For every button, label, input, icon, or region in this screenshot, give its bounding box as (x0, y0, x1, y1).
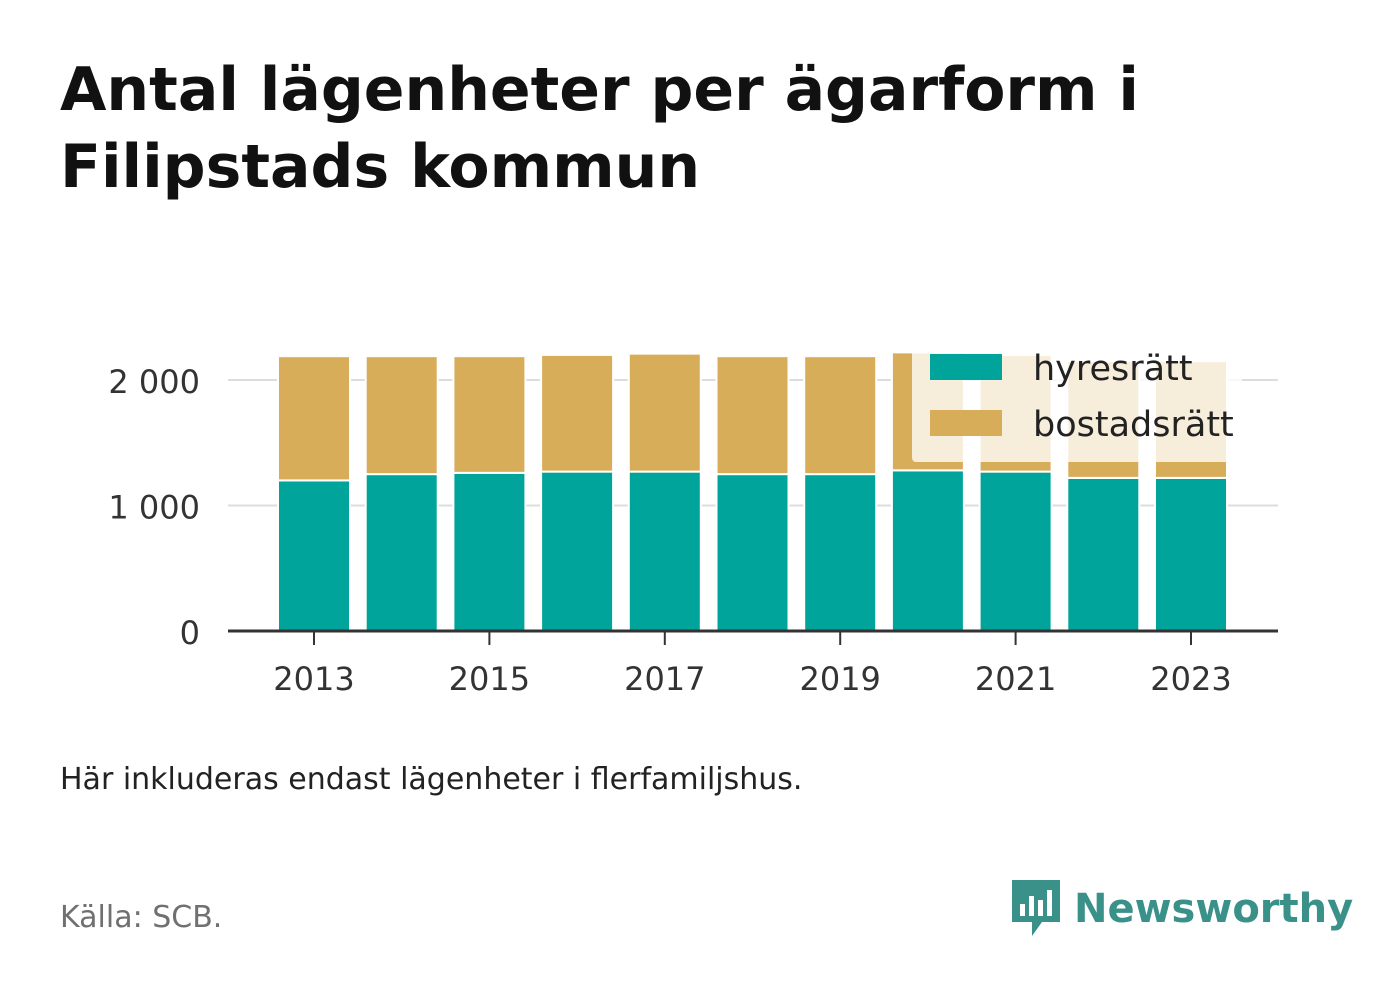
bar-hyresratt-2016 (540, 470, 615, 632)
brand-logo: Newsworthy (1010, 878, 1353, 940)
y-tick-label: 2 000 (108, 363, 200, 401)
x-tick-label: 2015 (449, 660, 530, 698)
chart-title: Antal lägenheter per ägarform i Filipsta… (60, 55, 1139, 202)
legend-label-bostadsratt: bostadsrätt (1033, 405, 1234, 445)
bar-hyresratt-2021 (978, 470, 1053, 632)
bar-hyresratt-2020 (890, 469, 965, 632)
y-axis: 0 1 000 2 000 (108, 363, 200, 652)
bar-hyresratt-2018 (715, 473, 790, 632)
bar-hyresratt-2013 (277, 479, 351, 632)
legend-swatch-bostadsratt (930, 410, 1002, 436)
bar-hyresratt-2019 (803, 473, 878, 632)
bar-bostadsratt-2013 (277, 355, 351, 482)
newsworthy-logo-icon (1012, 880, 1060, 936)
x-tick-label: 2017 (624, 660, 705, 698)
x-axis: 2013 2015 2017 2019 2021 2023 (273, 631, 1232, 698)
legend: hyresrätt bostadsrätt (912, 340, 1242, 462)
bar-bostadsratt-2015 (452, 355, 527, 474)
bar-hyresratt-2023 (1154, 476, 1228, 633)
source-label: Källa: SCB. (60, 900, 223, 935)
chart-note: Här inkluderas endast lägenheter i flerf… (60, 762, 803, 797)
y-tick-label: 1 000 (108, 489, 200, 527)
bar-bostadsratt-2019 (803, 355, 878, 476)
bar-hyresratt-2017 (627, 470, 702, 632)
x-tick-label: 2021 (975, 660, 1056, 698)
x-tick-label: 2013 (273, 660, 354, 698)
legend-swatch-hyresratt (930, 354, 1002, 380)
brand-name: Newsworthy (1074, 886, 1354, 932)
bar-hyresratt-2014 (364, 473, 439, 632)
bar-hyresratt-2022 (1066, 476, 1141, 633)
bar-hyresratt-2015 (452, 471, 527, 632)
x-tick-label: 2019 (799, 660, 880, 698)
bar-bostadsratt-2018 (715, 355, 790, 476)
legend-label-hyresratt: hyresrätt (1033, 349, 1193, 389)
bar-bostadsratt-2017 (627, 352, 702, 473)
y-tick-label: 0 (180, 614, 200, 652)
bar-bostadsratt-2014 (364, 355, 439, 476)
bar-bostadsratt-2016 (540, 353, 615, 473)
x-tick-label: 2023 (1150, 660, 1231, 698)
